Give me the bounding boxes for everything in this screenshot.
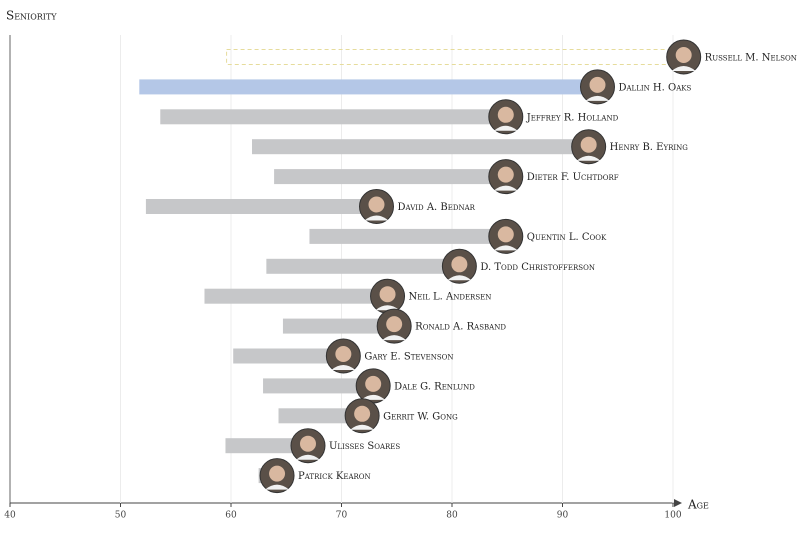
portrait-shirt [447, 275, 472, 281]
portrait-shirt [576, 155, 601, 161]
bar-label: Gerrit W. Gong [383, 411, 458, 422]
bar-label: Gary E. Stevenson [364, 352, 453, 363]
portrait-face [335, 346, 352, 362]
bar [251, 139, 575, 155]
x-tick-label: 40 [4, 511, 16, 521]
bar-label: Dallin H. Oaks [618, 82, 691, 93]
bar [233, 348, 330, 364]
portrait-face [354, 405, 371, 422]
portrait-shirt [295, 454, 320, 460]
bar [263, 378, 360, 394]
bar-label: Patrick Kearon [298, 471, 371, 482]
portrait-face [589, 76, 606, 93]
x-tick-label: 100 [664, 511, 681, 521]
x-tick-label: 70 [336, 511, 348, 521]
bar [226, 49, 671, 65]
portrait-shirt [364, 215, 389, 221]
bar [282, 318, 381, 334]
portrait-face [368, 196, 385, 213]
portrait-shirt [585, 95, 610, 101]
portrait-face [299, 435, 316, 452]
bar-label: Ronald A. Rasband [415, 322, 506, 333]
portrait-face [269, 465, 286, 482]
x-tick-label: 90 [557, 511, 569, 521]
portrait-shirt [265, 484, 290, 490]
bar [278, 408, 349, 424]
portrait-face [497, 106, 514, 123]
bar-label: Dale G. Renlund [394, 381, 475, 392]
bar [139, 79, 584, 95]
x-tick-label: 80 [446, 511, 458, 521]
portrait-face [451, 256, 468, 273]
portrait-face [675, 47, 692, 63]
bar-label: Dieter F. Uchtdorf [527, 172, 619, 183]
portrait-shirt [671, 66, 696, 71]
bar [225, 438, 294, 454]
portrait-shirt [493, 125, 518, 131]
portrait-shirt [331, 365, 356, 370]
portrait-face [386, 316, 403, 333]
portrait-shirt [493, 185, 518, 191]
bar [266, 258, 446, 274]
x-tick-label: 60 [225, 511, 237, 521]
bar-label: Jeffrey R. Holland [526, 112, 619, 123]
x-axis-label: Age [687, 498, 709, 512]
portrait-face [365, 375, 382, 392]
portrait-face [497, 166, 514, 183]
axis-arrow [674, 499, 682, 507]
bar-label: D. Todd Christofferson [480, 262, 595, 273]
portrait-face [379, 286, 396, 303]
portrait-shirt [493, 245, 518, 251]
bar-label: Henry B. Eyring [610, 142, 689, 153]
portrait-face [497, 226, 514, 243]
portrait-shirt [350, 424, 375, 430]
bar [160, 109, 492, 125]
bar-label: Ulisses Soares [329, 441, 400, 452]
portrait-shirt [361, 394, 386, 400]
bar-label: Russell M. Nelson [705, 53, 797, 64]
bar-label: Quentin L. Cook [527, 232, 607, 243]
y-axis-label: Seniority [6, 9, 57, 23]
portrait-shirt [382, 335, 407, 341]
bar [145, 199, 363, 214]
bar-label: David A. Bednar [397, 202, 475, 213]
portrait-face [580, 136, 597, 153]
x-tick-label: 50 [115, 511, 127, 521]
bar-label: Neil L. Andersen [409, 292, 492, 303]
bar [204, 288, 374, 304]
bar [309, 228, 492, 244]
bar [274, 169, 492, 185]
